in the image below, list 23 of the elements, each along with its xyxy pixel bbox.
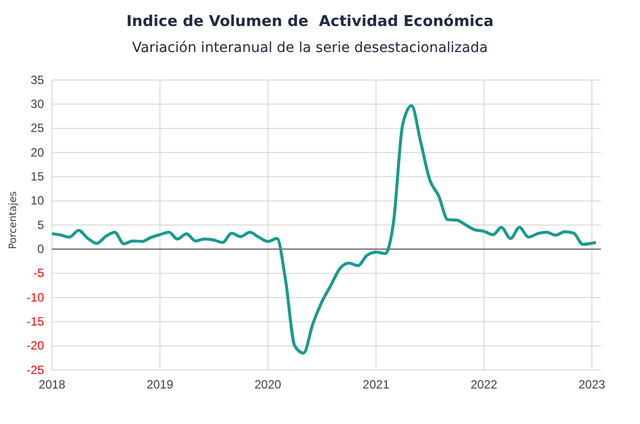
y-tick-label: -5: [33, 266, 44, 280]
chart-title: Indice de Volumen de Actividad Económica: [126, 12, 494, 30]
x-tick-label: 2020: [254, 378, 282, 392]
y-tick-label: -20: [26, 338, 44, 353]
line-series: [50, 104, 598, 355]
x-tick-label: 2019: [146, 378, 174, 392]
x-tick-label: 2018: [38, 378, 66, 392]
y-tick-label: 30: [30, 97, 44, 112]
chart-subtitle: Variación interanual de la serie desestacionalizada: [132, 40, 488, 56]
x-tick-label: 2021: [362, 378, 390, 392]
y-tick-label: -25: [26, 362, 44, 377]
y-axis-title: Porcentajes: [8, 191, 19, 250]
y-tick-label: -15: [26, 314, 44, 329]
y-tick-label: 0: [37, 242, 44, 256]
y-tick-label: 25: [30, 121, 44, 136]
x-tick-label: 2022: [470, 378, 498, 392]
y-tick-label: 20: [30, 145, 44, 160]
y-tick-label: 10: [30, 194, 44, 208]
y-tick-label: 15: [30, 170, 44, 184]
y-tick-label: 5: [37, 218, 44, 232]
y-tick-label: 35: [30, 72, 44, 87]
y-tick-label: -10: [26, 290, 44, 304]
x-tick-label: 2023: [578, 378, 606, 392]
